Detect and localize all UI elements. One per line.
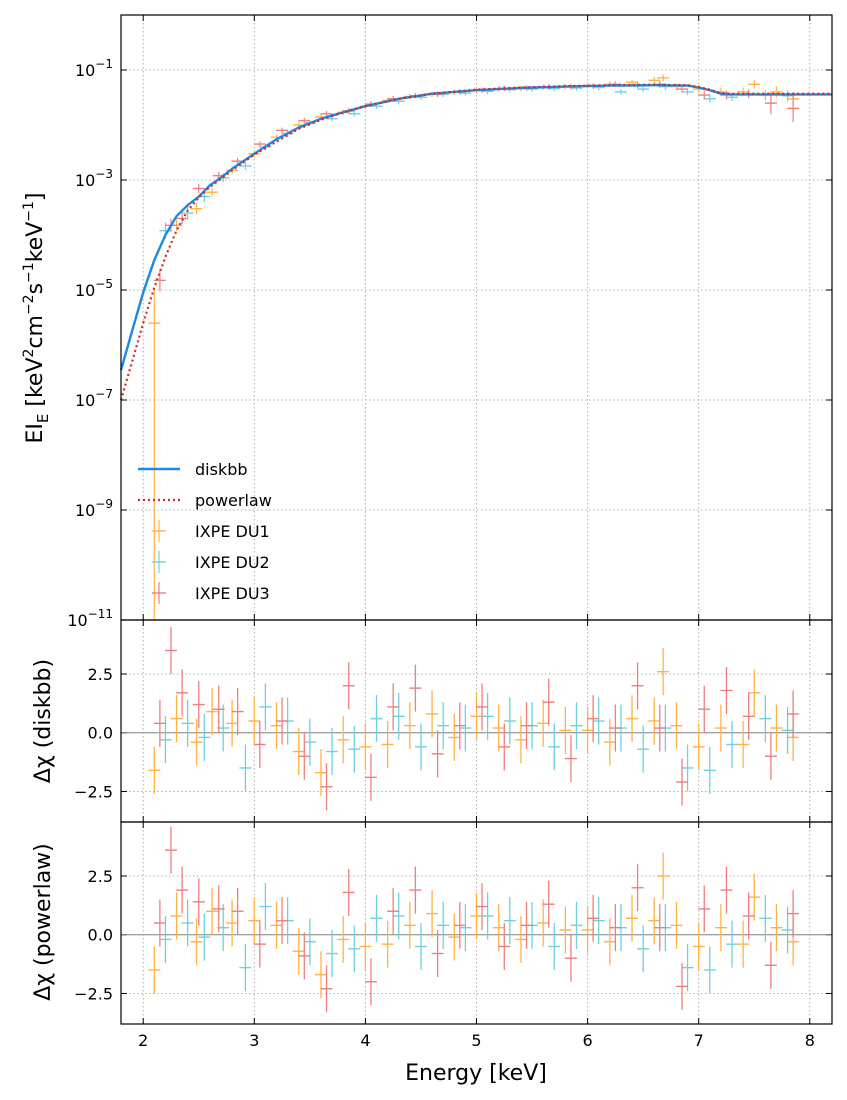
y-tick-label: 10−11 (67, 607, 113, 630)
y-tick-label: 10−3 (75, 167, 113, 190)
x-tick-label: 4 (360, 1031, 370, 1050)
y-tick-label: 2.5 (88, 665, 113, 684)
spectrum-ylabel: EIE [keV2cm−2s−1keV−1] (21, 193, 52, 444)
y-tick-label: 0.0 (88, 724, 113, 743)
y-tick-label: 10−5 (75, 277, 113, 300)
powerlaw-model-line (119, 83, 832, 401)
legend-label: IXPE DU1 (195, 522, 270, 541)
legend-label: IXPE DU3 (195, 584, 270, 603)
x-axis-label: Energy [keV] (405, 1061, 547, 1086)
y-tick-label: 10−1 (75, 57, 113, 80)
x-tick-label: 3 (249, 1031, 259, 1050)
y-tick-label: 10−9 (75, 497, 113, 520)
x-tick-label: 6 (583, 1031, 593, 1050)
spectrum-panel: 10−1 10−3 10−5 10−7 10−9 10−11 diskbb powerlaw I… (67, 14, 833, 630)
legend-label: powerlaw (195, 491, 272, 510)
y-tick-label: 10−7 (75, 387, 113, 410)
residuals-diskbb-panel: 2.5 0.0 −2.5 (74, 619, 833, 823)
legend: diskbb powerlaw IXPE DU1 IXPE DU2 IXPE DU3 (138, 460, 272, 604)
y-tick-label: 2.5 (88, 867, 113, 886)
legend-label: IXPE DU2 (195, 553, 270, 572)
residual-diskbb-ylabel: Δχ (diskbb) (31, 659, 56, 783)
y-tick-label: 0.0 (88, 926, 113, 945)
x-tick-label: 7 (694, 1031, 704, 1050)
x-tick-label: 2 (138, 1031, 148, 1050)
residual-frame (120, 821, 833, 1025)
y-tick-label: −2.5 (74, 782, 113, 801)
y-tick-label: −2.5 (74, 984, 113, 1003)
x-tick-label: 8 (805, 1031, 815, 1050)
residual-powerlaw-ylabel: Δχ (powerlaw) (31, 843, 56, 1001)
x-tick-label: 5 (471, 1031, 481, 1050)
residuals-powerlaw-panel: 2.5 0.0 −2.5 2 3 4 5 6 7 8 (74, 821, 833, 1050)
legend-label: diskbb (195, 460, 248, 479)
